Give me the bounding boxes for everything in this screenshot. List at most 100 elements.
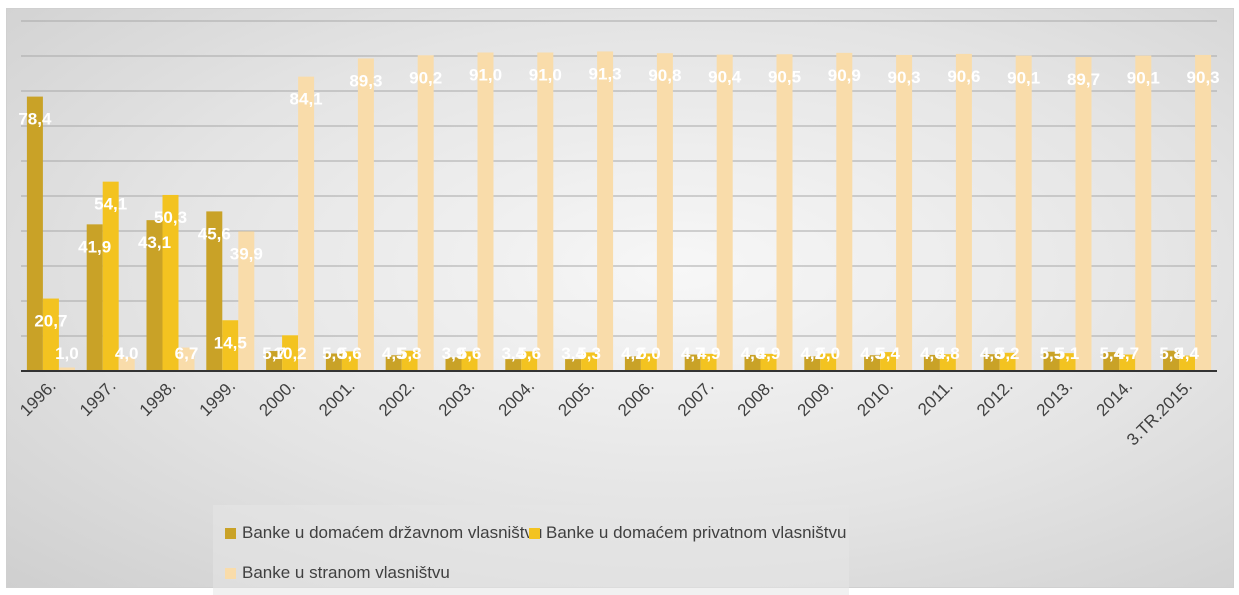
- bar-private: [999, 352, 1016, 371]
- data-label: 90,5: [768, 67, 801, 86]
- bar-state: [1163, 350, 1180, 371]
- bar-state: [385, 355, 402, 371]
- data-label: 4,7: [681, 344, 705, 363]
- bar-foreign: [238, 231, 255, 371]
- bar-foreign: [58, 367, 75, 371]
- x-tick-label: 2003.: [435, 376, 479, 420]
- data-label: 50,3: [154, 208, 187, 227]
- data-label: 14,5: [214, 333, 247, 352]
- bar-private: [42, 298, 59, 371]
- data-label: 5,6: [458, 344, 482, 363]
- bar-private: [700, 353, 717, 371]
- data-label: 1,0: [55, 344, 79, 363]
- data-label: 3,9: [442, 344, 466, 363]
- x-tick-label: 1996.: [16, 376, 60, 420]
- x-tick-label: 2001.: [315, 376, 359, 420]
- bar-state: [864, 355, 881, 371]
- x-tick-label: 2005.: [554, 376, 598, 420]
- bar-foreign: [1075, 57, 1092, 372]
- data-label: 5,5: [1040, 344, 1064, 363]
- bar-foreign: [1135, 55, 1152, 372]
- data-label: 5,6: [517, 344, 541, 363]
- bar-private: [401, 350, 418, 371]
- chart-frame: 1996. 1997. 1998. 1999. 2000. 2001. 2002. 2003.…: [6, 8, 1234, 595]
- data-label: 89,7: [1067, 70, 1100, 89]
- bar-state: [505, 359, 522, 371]
- data-label: 4,9: [697, 344, 721, 363]
- bar-state: [445, 357, 462, 371]
- data-label: 54,1: [94, 195, 127, 214]
- data-label: 90,4: [708, 68, 742, 87]
- data-label: 90,8: [648, 66, 681, 85]
- bar-foreign: [1015, 55, 1032, 372]
- bar-private: [102, 181, 119, 371]
- bar-private: [341, 351, 358, 371]
- data-label: 90,2: [409, 68, 442, 87]
- bar-foreign: [836, 52, 853, 371]
- data-label: 5,0: [322, 344, 346, 363]
- x-tick-label: 2007.: [674, 376, 718, 420]
- bar-private: [1059, 353, 1076, 371]
- bar-foreign: [178, 347, 195, 371]
- data-label: 5,1: [1056, 344, 1080, 363]
- data-label: 4,4: [1175, 344, 1199, 363]
- data-label: 90,1: [1007, 69, 1040, 88]
- x-tick-label: 1998.: [136, 376, 180, 420]
- bar-state: [26, 96, 43, 371]
- data-label: 90,6: [947, 67, 980, 86]
- x-tick-label: 2013.: [1033, 376, 1077, 420]
- legend-swatch-private: [529, 527, 540, 539]
- data-label: 4,5: [860, 344, 884, 363]
- bar-foreign: [776, 54, 793, 371]
- legend-swatch-state: [225, 527, 236, 539]
- data-label: 90,9: [828, 66, 861, 85]
- bar-private: [1179, 355, 1196, 371]
- bar-private: [581, 352, 598, 371]
- bar-foreign: [357, 58, 374, 371]
- data-label: 90,3: [1187, 68, 1220, 87]
- x-tick-label: 2011.: [914, 376, 957, 419]
- data-label: 91,3: [589, 64, 622, 83]
- data-label: 5,0: [816, 344, 840, 363]
- data-label: 5,4: [876, 344, 900, 363]
- x-tick-label: 2002.: [375, 376, 419, 420]
- data-label: 4,2: [621, 344, 645, 363]
- data-label: 43,1: [138, 233, 171, 252]
- bar-state: [744, 354, 761, 371]
- bar-private: [820, 353, 837, 371]
- legend-item-foreign: Banke u stranom vlasništvu: [225, 563, 450, 583]
- data-label: 91,0: [469, 66, 502, 85]
- legend-label-state: Banke u domaćem državnom vlasništvu: [242, 523, 543, 542]
- bar-foreign: [896, 54, 913, 371]
- data-label: 5,0: [637, 344, 661, 363]
- bar-state: [146, 220, 163, 371]
- bar-chart: 1996. 1997. 1998. 1999. 2000. 2001. 2002. 2003.…: [16, 20, 1220, 449]
- data-label: 4,2: [800, 344, 824, 363]
- bar-foreign: [955, 53, 972, 372]
- x-tick-label: 2008.: [734, 376, 778, 420]
- x-tick-label: 2012.: [973, 376, 1017, 420]
- data-label: 20,7: [34, 312, 67, 331]
- chart-legend: Banke u domaćem državnom vlasništvu Bank…: [213, 505, 849, 595]
- bar-foreign: [477, 52, 494, 371]
- data-label: 4,9: [757, 344, 781, 363]
- bar-private: [222, 320, 239, 371]
- bar-private: [282, 335, 299, 371]
- data-label: 6,7: [175, 344, 199, 363]
- x-tick-label: 2010.: [853, 376, 897, 420]
- x-tick-label: 1999.: [196, 376, 240, 420]
- x-tick-label: 2004.: [495, 376, 539, 420]
- x-tick-label: 2006.: [614, 376, 658, 420]
- bar-private: [1119, 354, 1136, 371]
- bar-state: [266, 351, 283, 371]
- bar-state: [624, 356, 641, 371]
- data-label: 4,5: [382, 344, 406, 363]
- bar-foreign: [417, 55, 434, 372]
- x-tick-label: 3.TR.2015.: [1123, 376, 1196, 449]
- bar-state: [565, 359, 582, 371]
- data-label: 4,8: [936, 344, 960, 363]
- data-label: 4,8: [980, 344, 1004, 363]
- bar-foreign: [298, 76, 315, 372]
- data-label: 5,8: [398, 344, 422, 363]
- x-tick-label: 1997.: [76, 376, 120, 420]
